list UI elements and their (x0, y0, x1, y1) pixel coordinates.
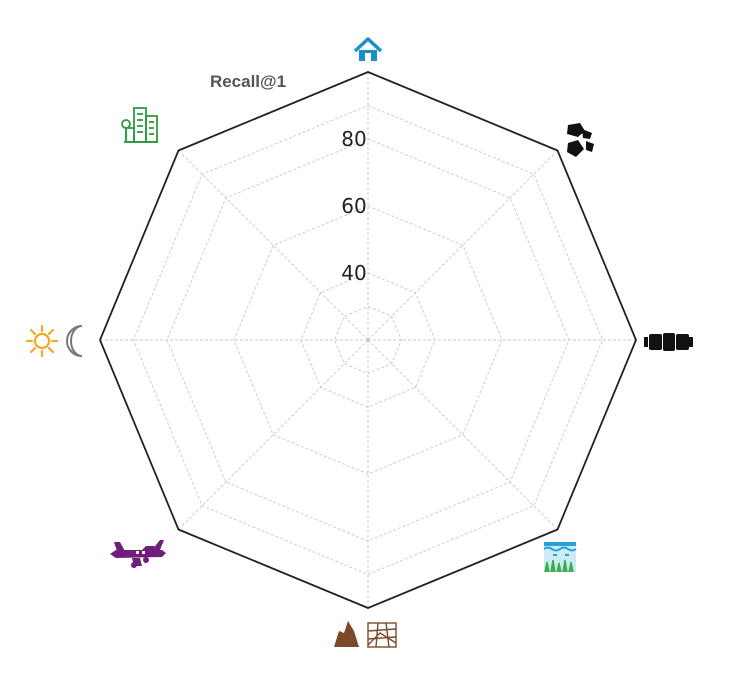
house-icon (353, 37, 383, 61)
grid-ring (133, 105, 603, 575)
grid-ring (334, 306, 402, 374)
panorama-camera-icon (644, 333, 693, 351)
rocks-icon (567, 123, 594, 157)
grid-ring (233, 205, 503, 475)
r-tick-label: 40 (341, 261, 366, 285)
water-grass-icon (543, 542, 577, 573)
sun-icon (25, 324, 59, 358)
metric-label: Recall@1 (210, 72, 286, 91)
r-tick-label: 80 (341, 127, 366, 151)
radar-grid (100, 72, 636, 608)
radar-outer-boundary (99, 71, 637, 609)
airplane-icon (110, 540, 166, 568)
mountain-terrain-icon (334, 621, 397, 648)
grid-spoke (178, 150, 369, 341)
r-tick-label: 60 (341, 194, 366, 218)
city-buildings-icon (121, 107, 158, 143)
moon-icon (66, 325, 83, 357)
day-night-icon (25, 324, 83, 358)
